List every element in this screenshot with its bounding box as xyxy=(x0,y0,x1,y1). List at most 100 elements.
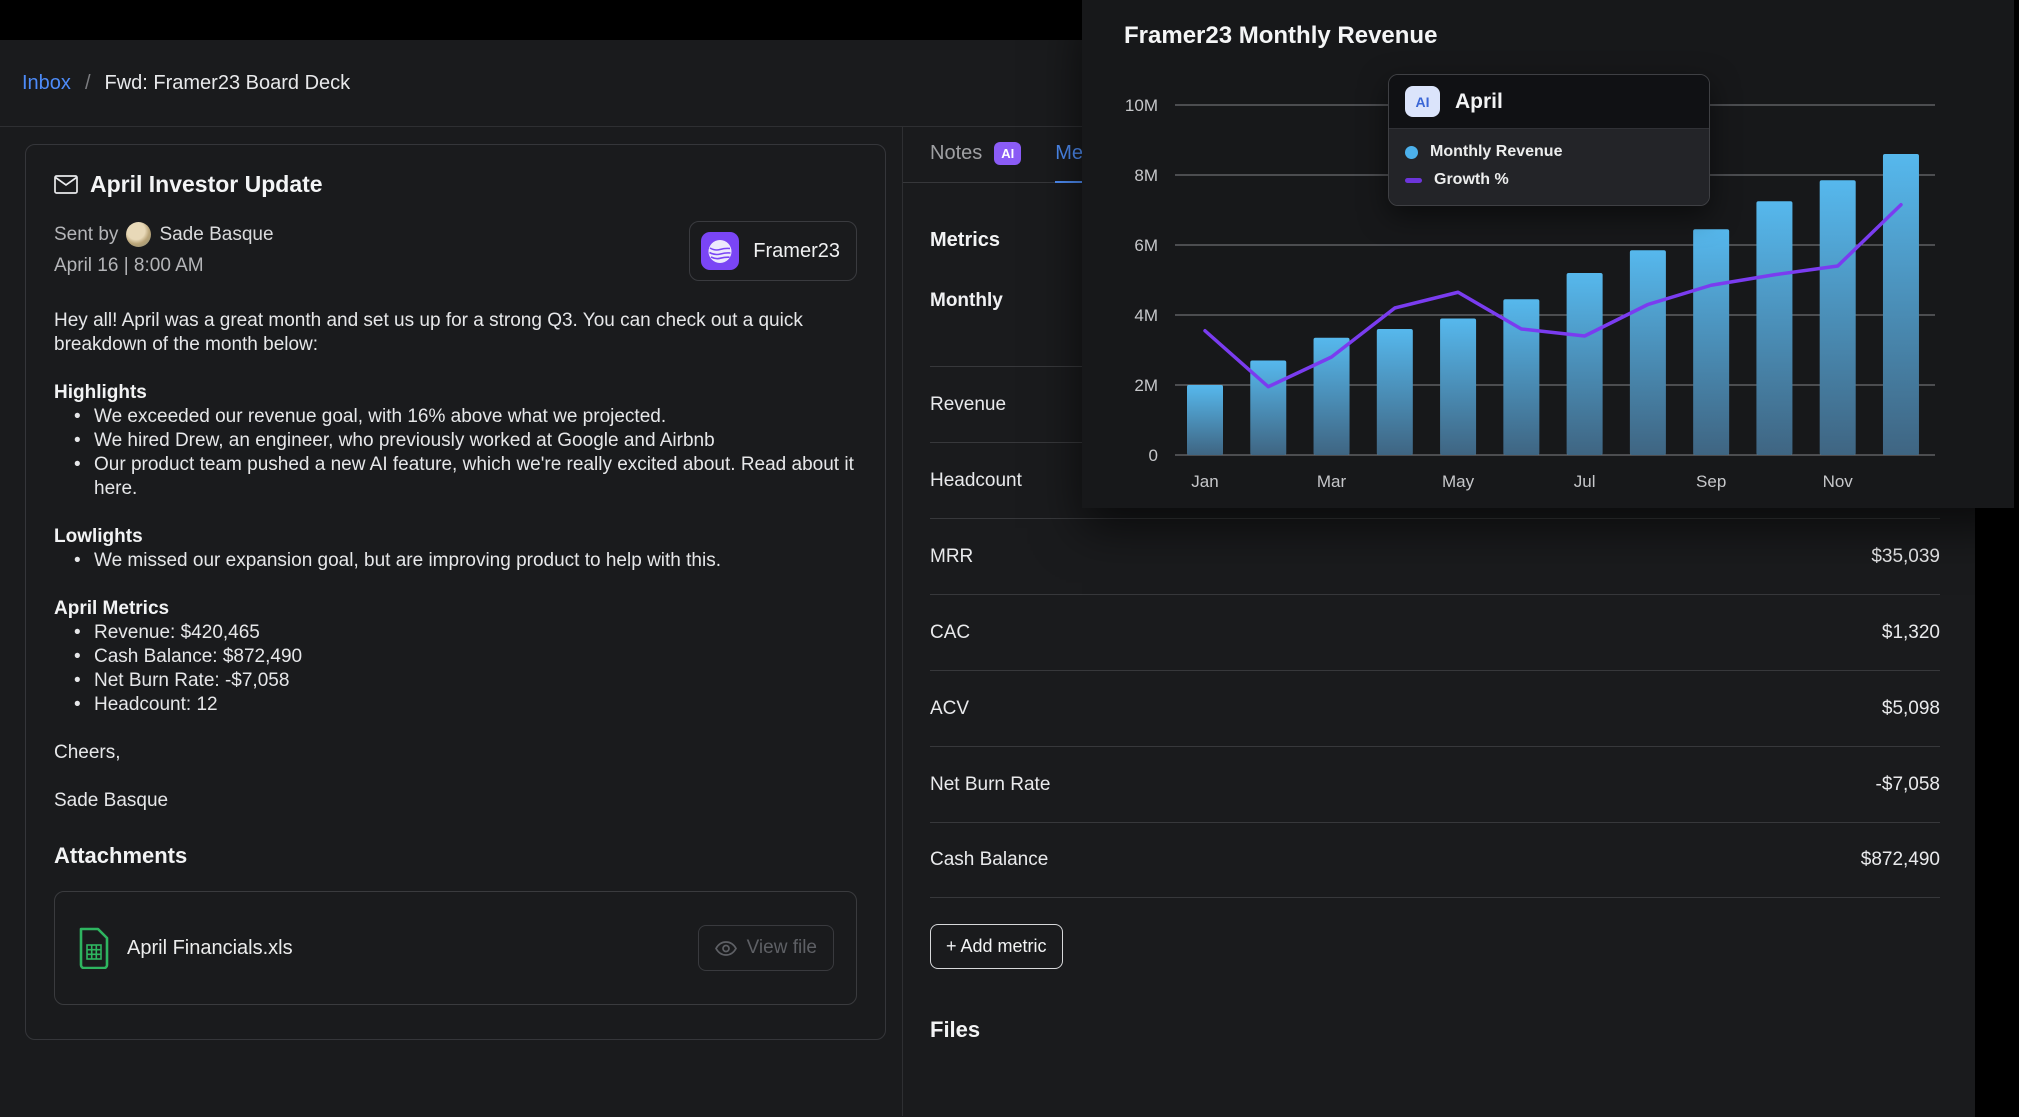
breadcrumb-current: Fwd: Framer23 Board Deck xyxy=(104,71,351,94)
view-file-button[interactable]: View file xyxy=(697,925,834,971)
bullet-item: We missed our expansion goal, but are im… xyxy=(54,549,857,573)
revenue-bar-jul[interactable] xyxy=(1566,273,1603,455)
chart-title: Framer23 Monthly Revenue xyxy=(1124,22,1438,49)
chart-tooltip: AI April Monthly Revenue Growth % xyxy=(1388,74,1710,206)
metric-label: Net Burn Rate xyxy=(930,773,1051,795)
metric-value: $5,098 xyxy=(1881,697,1940,719)
x-axis-tick: Sep xyxy=(1696,472,1726,491)
bullet-item: We hired Drew, an engineer, who previous… xyxy=(54,429,857,453)
envelope-icon xyxy=(54,175,78,194)
ai-badge: AI xyxy=(994,142,1022,165)
files-heading: Files xyxy=(930,1017,981,1042)
breadcrumb-separator: / xyxy=(84,71,91,94)
x-axis-tick: May xyxy=(1442,472,1475,491)
sent-by-label: Sent by xyxy=(54,223,119,245)
tooltip-legend: Monthly Revenue Growth % xyxy=(1389,129,1709,205)
attachment-item: April Financials.xls View file xyxy=(54,891,857,1005)
tooltip-legend-row: Monthly Revenue xyxy=(1405,143,1693,161)
email-card: April Investor Update Sent by Sade Basqu… xyxy=(25,144,886,1040)
email-body: Hey all! April was a great month and set… xyxy=(54,309,857,813)
revenue-bar-jun[interactable] xyxy=(1503,299,1540,455)
legend-label: Growth % xyxy=(1434,171,1509,188)
email-bullet-list: We missed our expansion goal, but are im… xyxy=(54,549,857,573)
email-paragraph: Sade Basque xyxy=(54,790,169,811)
email-pane: April Investor Update Sent by Sade Basqu… xyxy=(0,127,903,1116)
y-axis-tick: 2M xyxy=(1134,376,1158,395)
metric-row[interactable]: MRR $35,039 xyxy=(930,518,1940,594)
revenue-chart: 0 2M 4M 6M 8M 10M Jan Mar May Jul Sep Nov xyxy=(1125,96,1935,491)
attachments-heading: Attachments xyxy=(54,843,188,868)
bullet-item: Net Burn Rate: -$7,058 xyxy=(54,669,857,693)
revenue-bar-oct[interactable] xyxy=(1756,201,1793,455)
sender-avatar xyxy=(126,222,152,247)
email-subject: April Investor Update xyxy=(90,171,323,197)
revenue-bar-mar[interactable] xyxy=(1313,337,1350,455)
legend-dash-icon xyxy=(1405,177,1422,183)
legend-label: Monthly Revenue xyxy=(1430,143,1563,160)
tab-label: Notes xyxy=(930,142,983,164)
y-axis-tick: 0 xyxy=(1149,446,1158,465)
metric-value: $872,490 xyxy=(1860,849,1940,870)
revenue-bar-dec[interactable] xyxy=(1882,154,1919,455)
bullet-item: We exceeded our revenue goal, with 16% a… xyxy=(54,405,857,429)
email-bullet-list: Revenue: $420,465Cash Balance: $872,490N… xyxy=(54,621,857,717)
spreadsheet-file-icon xyxy=(77,927,111,969)
revenue-chart-panel: Framer23 Monthly Revenue 0 2M 4M 6M 8M 10M Jan… xyxy=(1082,0,2014,508)
x-axis-tick: Jul xyxy=(1574,472,1596,491)
email-date: April 16 | 8:00 AM xyxy=(54,255,204,276)
metric-row[interactable]: Net Burn Rate -$7,058 xyxy=(930,746,1940,822)
metric-label: ACV xyxy=(930,697,970,719)
metric-row[interactable]: CAC $1,320 xyxy=(930,594,1940,670)
bullet-item: Our product team pushed a new AI feature… xyxy=(54,453,857,501)
breadcrumb: Inbox / Fwd: Framer23 Board Deck xyxy=(0,40,1975,127)
org-badge-label: Framer23 xyxy=(753,239,840,262)
bullet-item: Headcount: 12 xyxy=(54,693,857,717)
period-label[interactable]: Monthly xyxy=(930,290,1003,311)
metric-label: Cash Balance xyxy=(930,849,1049,870)
x-axis-tick: Jan xyxy=(1191,472,1218,491)
y-axis-tick: 4M xyxy=(1134,306,1158,325)
revenue-bar-sep[interactable] xyxy=(1693,229,1730,455)
metric-label: CAC xyxy=(930,621,971,643)
tooltip-ai-badge: AI xyxy=(1405,86,1440,117)
metric-label: Headcount xyxy=(930,469,1022,491)
y-axis-tick: 6M xyxy=(1134,236,1158,255)
revenue-bar-may[interactable] xyxy=(1440,318,1477,456)
tooltip-title: April xyxy=(1455,89,1503,113)
email-section-heading: April Metrics xyxy=(54,598,170,619)
metric-label: Revenue xyxy=(930,393,1007,415)
attachment-filename: April Financials.xls xyxy=(127,936,293,959)
email-bullet-list: We exceeded our revenue goal, with 16% a… xyxy=(54,405,857,501)
revenue-bar-aug[interactable] xyxy=(1629,250,1666,455)
metric-row[interactable]: ACV $5,098 xyxy=(930,670,1940,746)
email-section-heading: Highlights xyxy=(54,382,147,403)
add-metric-button[interactable]: + Add metric xyxy=(930,924,1063,969)
metric-label: MRR xyxy=(930,545,974,567)
metric-row[interactable]: Cash Balance $872,490 xyxy=(930,822,1940,898)
y-axis-tick: 8M xyxy=(1134,166,1158,185)
breadcrumb-inbox-link[interactable]: Inbox xyxy=(22,71,71,94)
email-section-heading: Lowlights xyxy=(54,526,143,547)
legend-dot-icon xyxy=(1405,145,1418,159)
eye-icon xyxy=(714,940,737,956)
email-paragraph: Cheers, xyxy=(54,742,121,763)
org-badge[interactable]: Framer23 xyxy=(689,221,857,281)
metric-value: $1,320 xyxy=(1881,621,1940,643)
metric-value: -$7,058 xyxy=(1875,773,1940,795)
revenue-bar-jan[interactable] xyxy=(1187,385,1223,455)
x-axis-tick: Mar xyxy=(1317,472,1347,491)
revenue-bar-nov[interactable] xyxy=(1819,180,1856,455)
y-axis-tick: 10M xyxy=(1125,96,1158,115)
framer23-logo-icon xyxy=(701,232,740,270)
metric-value: $35,039 xyxy=(1871,545,1940,567)
view-file-label: View file xyxy=(746,937,817,958)
email-paragraph: Hey all! April was a great month and set… xyxy=(54,310,803,355)
metrics-heading: Metrics xyxy=(930,229,1001,251)
x-axis-tick: Nov xyxy=(1823,472,1854,491)
tab-notes[interactable]: Notes AI xyxy=(930,142,1022,183)
bullet-item: Revenue: $420,465 xyxy=(54,621,857,645)
tooltip-legend-row: Growth % xyxy=(1405,171,1693,189)
revenue-bar-apr[interactable] xyxy=(1376,329,1413,455)
growth-line[interactable] xyxy=(1203,203,1903,389)
sender-name: Sade Basque xyxy=(159,223,274,245)
